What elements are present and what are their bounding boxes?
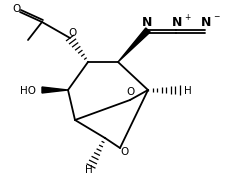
Text: O: O bbox=[69, 28, 77, 38]
Text: O: O bbox=[121, 147, 129, 157]
Text: N: N bbox=[142, 17, 152, 29]
Text: O: O bbox=[127, 87, 135, 97]
Polygon shape bbox=[118, 28, 150, 62]
Text: HO: HO bbox=[20, 86, 36, 96]
Text: O: O bbox=[13, 4, 21, 14]
Polygon shape bbox=[42, 87, 68, 93]
Text: −: − bbox=[213, 13, 219, 21]
Text: N: N bbox=[201, 17, 211, 29]
Text: H: H bbox=[85, 165, 93, 175]
Text: H: H bbox=[184, 86, 192, 96]
Text: N: N bbox=[172, 17, 182, 29]
Text: +: + bbox=[184, 13, 190, 21]
